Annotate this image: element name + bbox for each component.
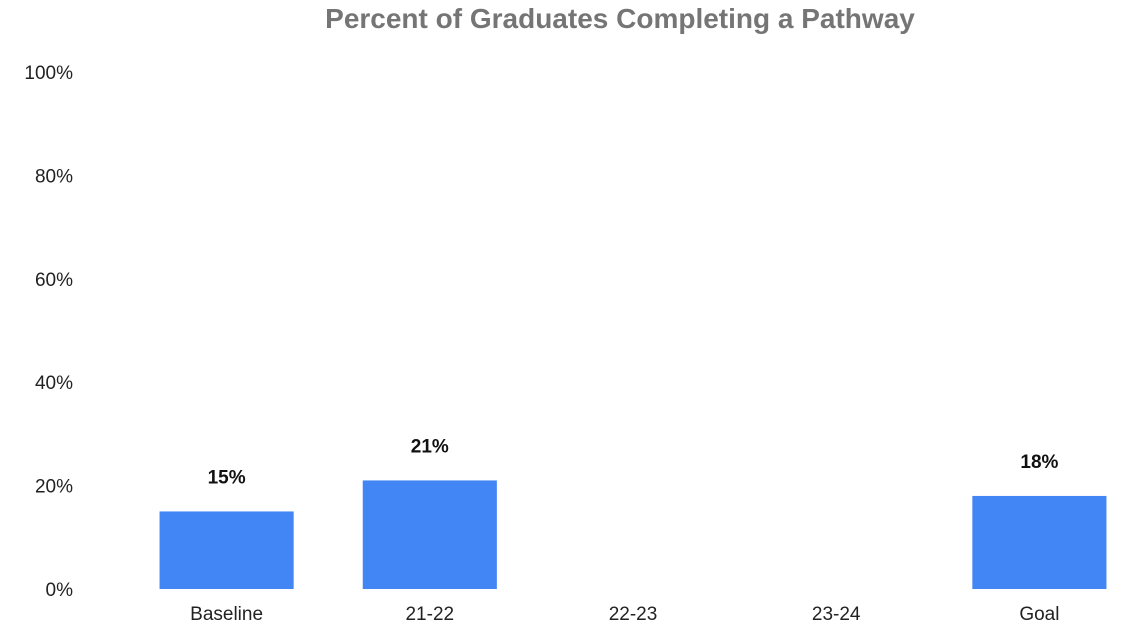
- y-tick-label: 100%: [24, 63, 73, 84]
- bars: [159, 480, 1107, 589]
- chart-title: Percent of Graduates Completing a Pathwa…: [325, 3, 915, 34]
- x-axis: Baseline 21-22 22-23 23-24 Goal: [190, 604, 1059, 625]
- bar-baseline: [159, 511, 294, 589]
- x-tick-label: 23-24: [812, 604, 861, 625]
- data-label: 18%: [1020, 452, 1058, 473]
- bar-goal: [972, 495, 1107, 589]
- y-axis: 0% 20% 40% 60% 80% 100%: [24, 63, 73, 601]
- x-tick-label: Baseline: [190, 604, 263, 625]
- x-tick-label: 21-22: [405, 604, 454, 625]
- y-tick-label: 60%: [35, 270, 73, 291]
- bar-21-22: [362, 480, 497, 589]
- data-label: 15%: [208, 467, 246, 488]
- x-tick-label: Goal: [1019, 604, 1059, 625]
- y-tick-label: 40%: [35, 373, 73, 394]
- data-labels: 15% 21% 18%: [208, 436, 1059, 488]
- y-tick-label: 20%: [35, 477, 73, 498]
- y-tick-label: 80%: [35, 166, 73, 187]
- y-tick-label: 0%: [46, 580, 74, 601]
- data-label: 21%: [411, 436, 449, 457]
- x-tick-label: 22-23: [609, 604, 658, 625]
